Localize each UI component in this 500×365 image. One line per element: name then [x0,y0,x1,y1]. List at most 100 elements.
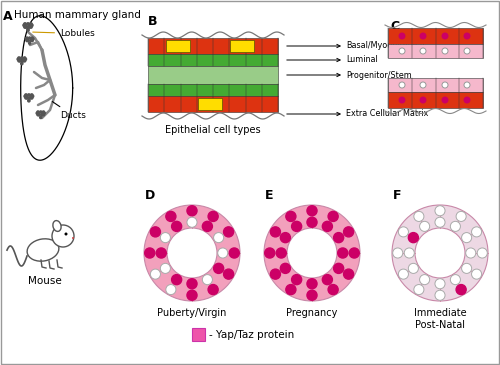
Circle shape [398,227,408,237]
Circle shape [218,248,228,258]
Circle shape [328,285,338,295]
Bar [388,92,483,108]
Circle shape [24,93,28,97]
Circle shape [24,25,28,29]
Text: Lobules: Lobules [33,29,95,38]
Circle shape [29,22,33,26]
Circle shape [414,211,424,222]
Text: D: D [145,189,155,202]
Circle shape [286,211,296,222]
Circle shape [435,206,445,216]
Circle shape [466,248,476,258]
Circle shape [23,22,27,26]
Circle shape [29,25,33,29]
Circle shape [72,237,74,239]
Text: Basal/Myoepithelial: Basal/Myoepithelial [346,42,424,50]
Bar [148,96,278,112]
Text: C: C [390,20,399,33]
Circle shape [24,96,28,100]
Circle shape [202,274,212,285]
Circle shape [307,206,317,216]
Circle shape [322,221,332,231]
Circle shape [24,37,28,41]
Circle shape [26,39,30,42]
Circle shape [18,59,22,63]
Circle shape [464,82,470,88]
Circle shape [38,113,41,116]
Circle shape [420,97,426,103]
Circle shape [26,39,29,42]
Text: Puberty/Virgin: Puberty/Virgin [158,308,226,318]
Text: E: E [265,189,274,202]
Circle shape [36,111,39,115]
Circle shape [462,233,471,243]
Circle shape [42,113,46,116]
Ellipse shape [27,239,59,261]
Circle shape [264,248,275,258]
Circle shape [214,263,224,273]
Circle shape [392,205,488,301]
Circle shape [167,228,217,278]
Circle shape [334,233,344,243]
Circle shape [30,36,34,40]
Text: Luminal: Luminal [346,55,378,65]
Circle shape [229,248,239,258]
Circle shape [30,39,34,42]
Bar [148,84,278,96]
Circle shape [442,33,448,39]
Circle shape [26,28,30,32]
Circle shape [392,248,403,258]
Circle shape [30,23,34,27]
Circle shape [187,206,197,216]
Circle shape [349,248,360,258]
Circle shape [52,225,74,247]
Circle shape [166,211,176,222]
Circle shape [187,217,197,227]
Circle shape [338,248,348,258]
Circle shape [208,285,218,295]
Bar [166,40,190,52]
Circle shape [28,36,32,40]
Circle shape [20,56,24,60]
Circle shape [435,217,445,227]
Bar [148,54,278,66]
Circle shape [328,211,338,222]
Circle shape [420,82,426,88]
Circle shape [292,221,302,231]
Circle shape [398,269,408,279]
Text: Progenitor/Stem: Progenitor/Stem [346,70,412,80]
Circle shape [36,113,40,116]
Circle shape [344,227,353,237]
Bar [230,40,254,52]
Circle shape [464,48,470,54]
Circle shape [276,248,286,258]
Text: Mouse: Mouse [28,276,62,286]
Circle shape [224,227,234,237]
Circle shape [39,110,42,114]
Circle shape [307,290,317,300]
Circle shape [30,94,34,98]
Circle shape [214,233,224,243]
Circle shape [322,274,332,285]
Circle shape [160,263,170,273]
Circle shape [166,285,176,295]
Circle shape [462,263,471,273]
Circle shape [27,99,31,103]
Circle shape [442,82,448,88]
Circle shape [399,97,405,103]
Circle shape [450,274,460,285]
Text: Pregnancy: Pregnancy [286,308,338,318]
Circle shape [150,227,160,237]
Text: B: B [148,15,158,28]
Circle shape [435,290,445,300]
Circle shape [420,33,426,39]
Circle shape [28,96,32,100]
Circle shape [202,221,212,231]
Circle shape [23,59,26,63]
Circle shape [264,205,360,301]
Circle shape [477,248,488,258]
Circle shape [36,110,40,114]
Circle shape [456,285,466,295]
Circle shape [30,93,34,97]
Circle shape [172,221,181,231]
